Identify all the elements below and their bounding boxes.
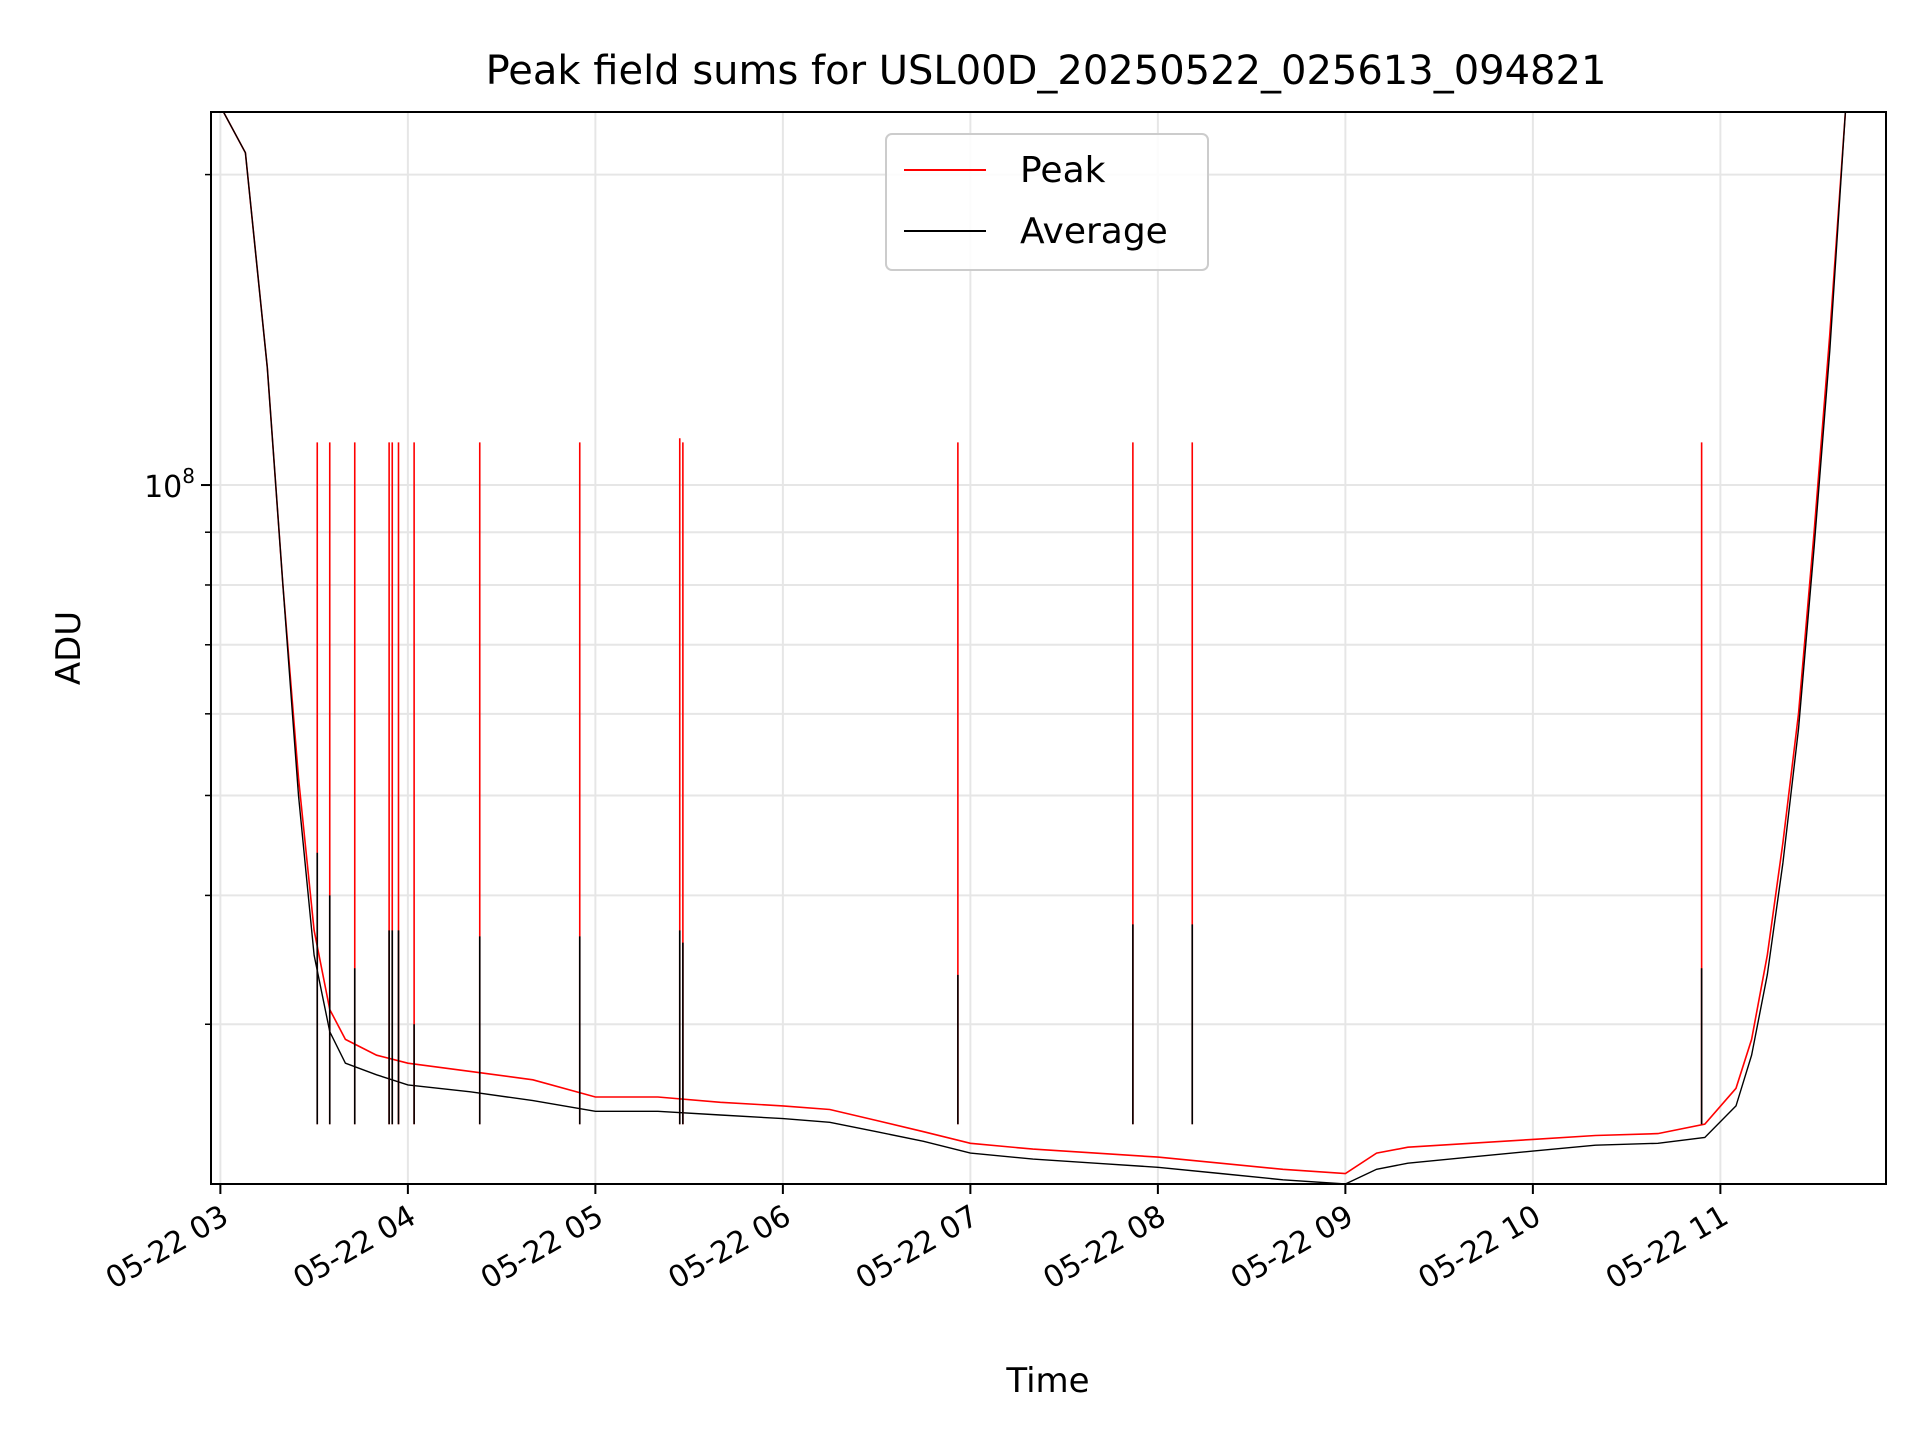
y-tick-label: 108	[144, 464, 195, 505]
grid-lines	[211, 112, 1886, 1184]
x-axis-label: Time	[1005, 1361, 1089, 1401]
plot-frame	[210, 111, 1887, 1185]
y-axis-ticks: 108	[144, 173, 211, 1026]
series-line-peak	[222, 112, 1847, 1175]
legend-label-peak: Peak	[1020, 150, 1106, 191]
legend-box	[885, 133, 1209, 271]
series-line-average	[222, 112, 1847, 1184]
plot-area	[222, 112, 1847, 1184]
chart-title: Peak field sums for USL00D_20250522_0256…	[486, 48, 1607, 94]
y-axis-label: ADU	[49, 611, 89, 685]
legend: Peak Average	[885, 133, 1209, 271]
series-lines	[222, 112, 1847, 1184]
legend-label-average: Average	[1020, 211, 1168, 252]
